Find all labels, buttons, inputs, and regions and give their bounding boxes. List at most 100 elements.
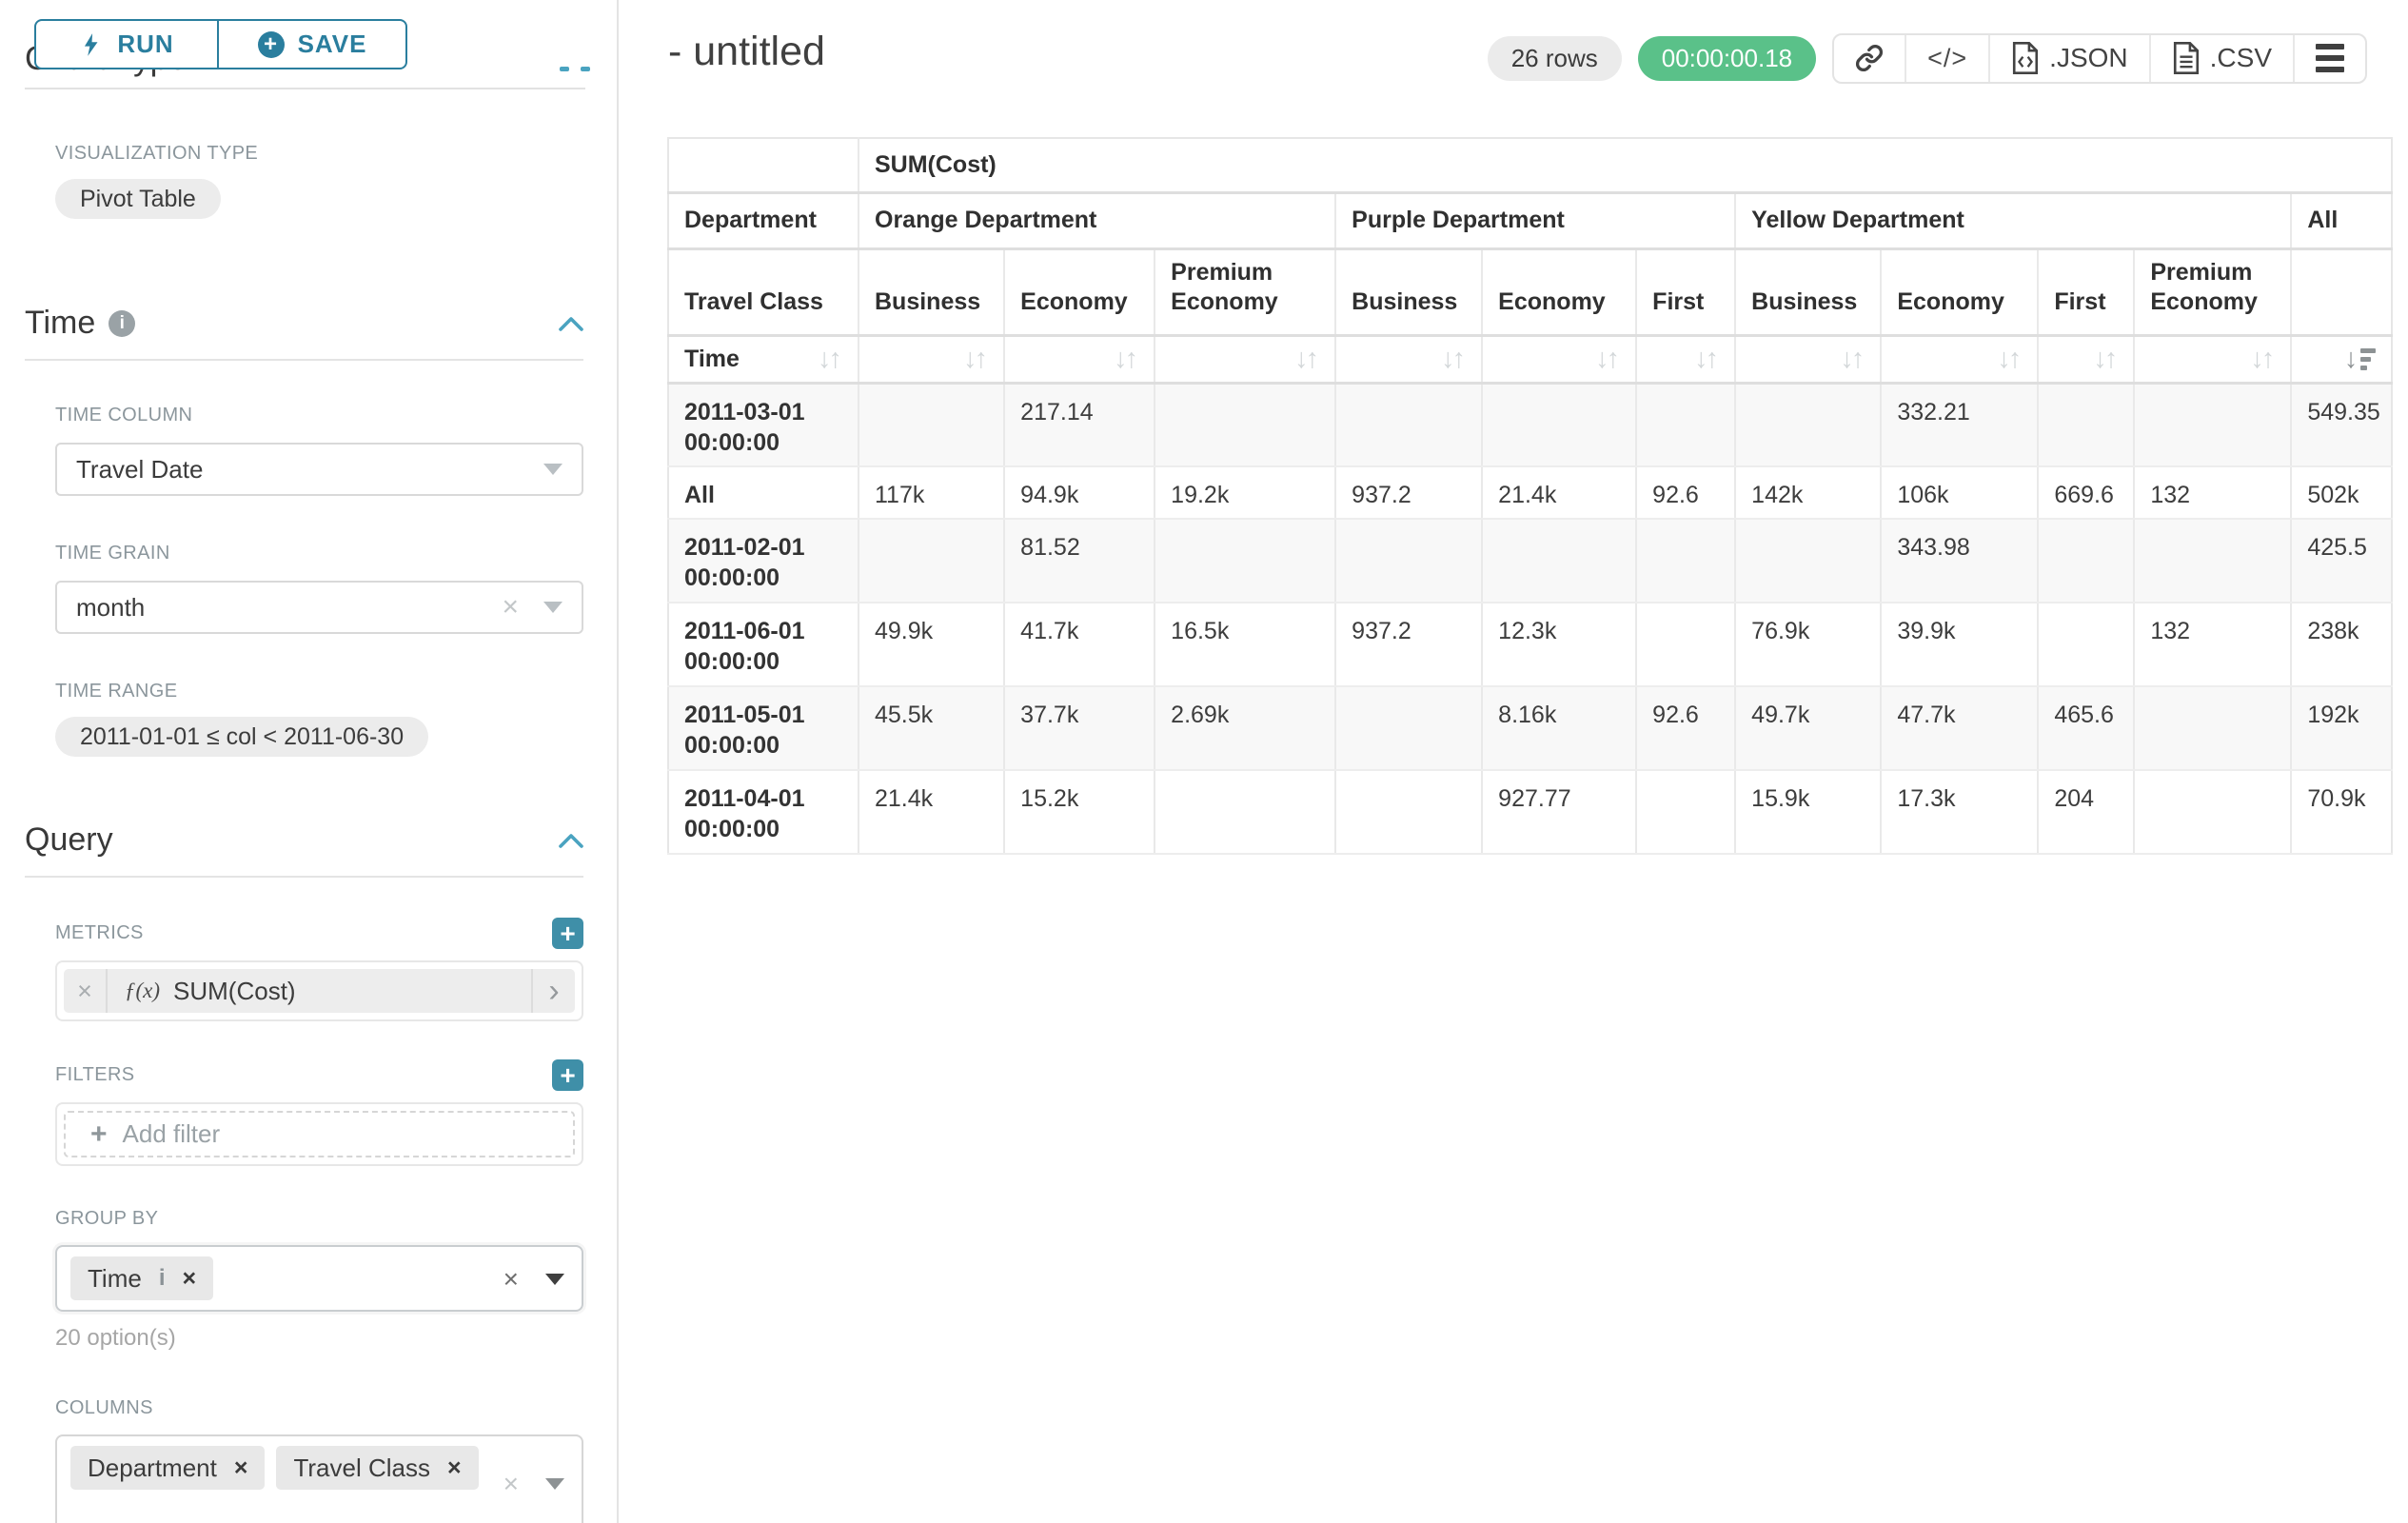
chevron-down-icon[interactable]	[545, 1478, 564, 1490]
export-button-group: </> .JSON .CSV	[1832, 33, 2367, 84]
sort-descending-active-icon[interactable]: ↓	[2344, 346, 2377, 373]
value-cell: 927.77	[1482, 770, 1636, 854]
add-filter-plus-button[interactable]: +	[552, 1059, 583, 1091]
metric-chip[interactable]: × ƒ(x) SUM(Cost) ›	[64, 969, 575, 1013]
info-icon: i	[109, 310, 135, 337]
time-row-header: Time↓↑	[668, 335, 859, 383]
value-cell: 47.7k	[1881, 686, 2038, 770]
sortable-column-header: ↓	[2291, 335, 2392, 383]
value-cell: 17.3k	[1881, 770, 2038, 854]
sort-icon[interactable]: ↓↑	[1840, 346, 1865, 373]
clear-icon[interactable]: ×	[503, 1471, 519, 1497]
value-cell: 12.3k	[1482, 603, 1636, 686]
view-query-button[interactable]: </>	[1906, 35, 1990, 82]
value-cell	[1335, 770, 1482, 854]
chevron-down-icon[interactable]	[545, 1274, 564, 1285]
sort-icon[interactable]: ↓↑	[1595, 346, 1620, 373]
row-label: All	[668, 466, 859, 519]
value-cell	[1636, 603, 1735, 686]
chevron-up-icon[interactable]	[559, 833, 583, 848]
sortable-column-header: ↓↑	[2038, 335, 2134, 383]
sortable-column-header: ↓↑	[1335, 335, 1482, 383]
sort-icon[interactable]: ↓↑	[818, 346, 842, 373]
link-icon	[1855, 44, 1884, 72]
value-cell: 192k	[2291, 686, 2392, 770]
chevron-down-icon[interactable]	[543, 464, 563, 475]
chart-title[interactable]: - untitled	[668, 29, 825, 75]
time-section-title: Time	[25, 305, 95, 342]
clear-icon[interactable]: ×	[502, 593, 519, 622]
group-by-chip-time[interactable]: Time i ×	[70, 1256, 213, 1300]
sort-icon[interactable]: ↓↑	[2250, 346, 2275, 373]
time-range-pill[interactable]: 2011-01-01 ≤ col < 2011-06-30	[55, 717, 428, 757]
time-column-select[interactable]: Travel Date	[55, 443, 583, 496]
sort-icon[interactable]: ↓↑	[1997, 346, 2022, 373]
code-icon: </>	[1927, 44, 1967, 73]
time-column-label: TIME COLUMN	[55, 405, 583, 426]
travel-class-header: First	[2038, 248, 2134, 335]
value-cell: 19.2k	[1155, 466, 1335, 519]
table-row: 2011-04-01 00:00:0021.4k15.2k927.7715.9k…	[668, 770, 2392, 854]
chevron-up-icon[interactable]	[559, 316, 583, 331]
sort-icon[interactable]: ↓↑	[1441, 346, 1466, 373]
save-button[interactable]: + SAVE	[217, 19, 407, 69]
export-csv-button[interactable]: .CSV	[2151, 35, 2295, 82]
department-group-header: Yellow Department	[1735, 192, 2291, 248]
travel-class-header	[2291, 248, 2392, 335]
travel-class-header: Economy	[1881, 248, 2038, 335]
remove-metric-icon[interactable]: ×	[64, 969, 108, 1013]
clear-icon[interactable]: ×	[503, 1266, 519, 1293]
group-by-options-hint: 20 option(s)	[55, 1325, 583, 1352]
chevron-right-icon[interactable]: ›	[531, 969, 575, 1013]
more-menu-button[interactable]	[2295, 35, 2365, 82]
columns-chip-travel-class[interactable]: Travel Class ×	[276, 1446, 478, 1490]
department-group-header: Orange Department	[859, 192, 1335, 248]
file-code-icon	[2011, 42, 2040, 74]
sort-icon[interactable]: ↓↑	[1694, 346, 1719, 373]
value-cell	[2134, 770, 2291, 854]
chip-label: Time	[88, 1264, 142, 1294]
time-section-header[interactable]: Time i	[25, 305, 583, 342]
value-cell: 343.98	[1881, 519, 2038, 603]
value-cell	[1636, 383, 1735, 466]
sort-icon[interactable]: ↓↑	[1114, 346, 1138, 373]
row-label: 2011-06-01 00:00:00	[668, 603, 859, 686]
run-button[interactable]: RUN	[34, 19, 219, 69]
value-cell: 49.9k	[859, 603, 1004, 686]
chevron-down-icon[interactable]	[543, 602, 563, 613]
department-group-header: All	[2291, 192, 2392, 248]
remove-chip-icon[interactable]: ×	[447, 1456, 462, 1480]
json-label: .JSON	[2049, 43, 2127, 73]
collapse-chevron-clipped-icon	[560, 67, 569, 71]
lightning-icon	[79, 32, 104, 57]
time-grain-select[interactable]: month ×	[55, 581, 583, 634]
sort-icon[interactable]: ↓↑	[963, 346, 988, 373]
run-save-group: RUN + SAVE	[34, 19, 407, 69]
query-section-header[interactable]: Query	[25, 821, 583, 859]
info-icon[interactable]: i	[159, 1265, 166, 1292]
value-cell	[2038, 383, 2134, 466]
sort-icon[interactable]: ↓↑	[2093, 346, 2118, 373]
visualization-type-pill[interactable]: Pivot Table	[55, 179, 221, 219]
metrics-container: × ƒ(x) SUM(Cost) ›	[55, 960, 583, 1021]
remove-chip-icon[interactable]: ×	[234, 1456, 248, 1480]
filters-container: + Add filter	[55, 1102, 583, 1166]
group-by-select[interactable]: Time i × ×	[55, 1245, 583, 1312]
value-cell: 669.6	[2038, 466, 2134, 519]
query-timer-badge: 00:00:00.18	[1638, 36, 1816, 81]
save-button-label: SAVE	[298, 30, 367, 59]
columns-chip-department[interactable]: Department ×	[70, 1446, 265, 1490]
export-json-button[interactable]: .JSON	[1990, 35, 2150, 82]
remove-chip-icon[interactable]: ×	[182, 1267, 196, 1291]
value-cell	[1482, 383, 1636, 466]
value-cell: 92.6	[1636, 466, 1735, 519]
add-metric-button[interactable]: +	[552, 918, 583, 949]
share-link-button[interactable]	[1834, 35, 1906, 82]
control-panel: Chart Type RUN + SAVE VISUALIZATION TYPE	[0, 0, 619, 1523]
add-filter-button[interactable]: + Add filter	[64, 1111, 575, 1157]
travel-class-header: Premium Economy	[1155, 248, 1335, 335]
value-cell: 425.5	[2291, 519, 2392, 603]
value-cell	[859, 519, 1004, 603]
columns-select[interactable]: Department × Travel Class × ×	[55, 1434, 583, 1523]
sort-icon[interactable]: ↓↑	[1294, 346, 1319, 373]
